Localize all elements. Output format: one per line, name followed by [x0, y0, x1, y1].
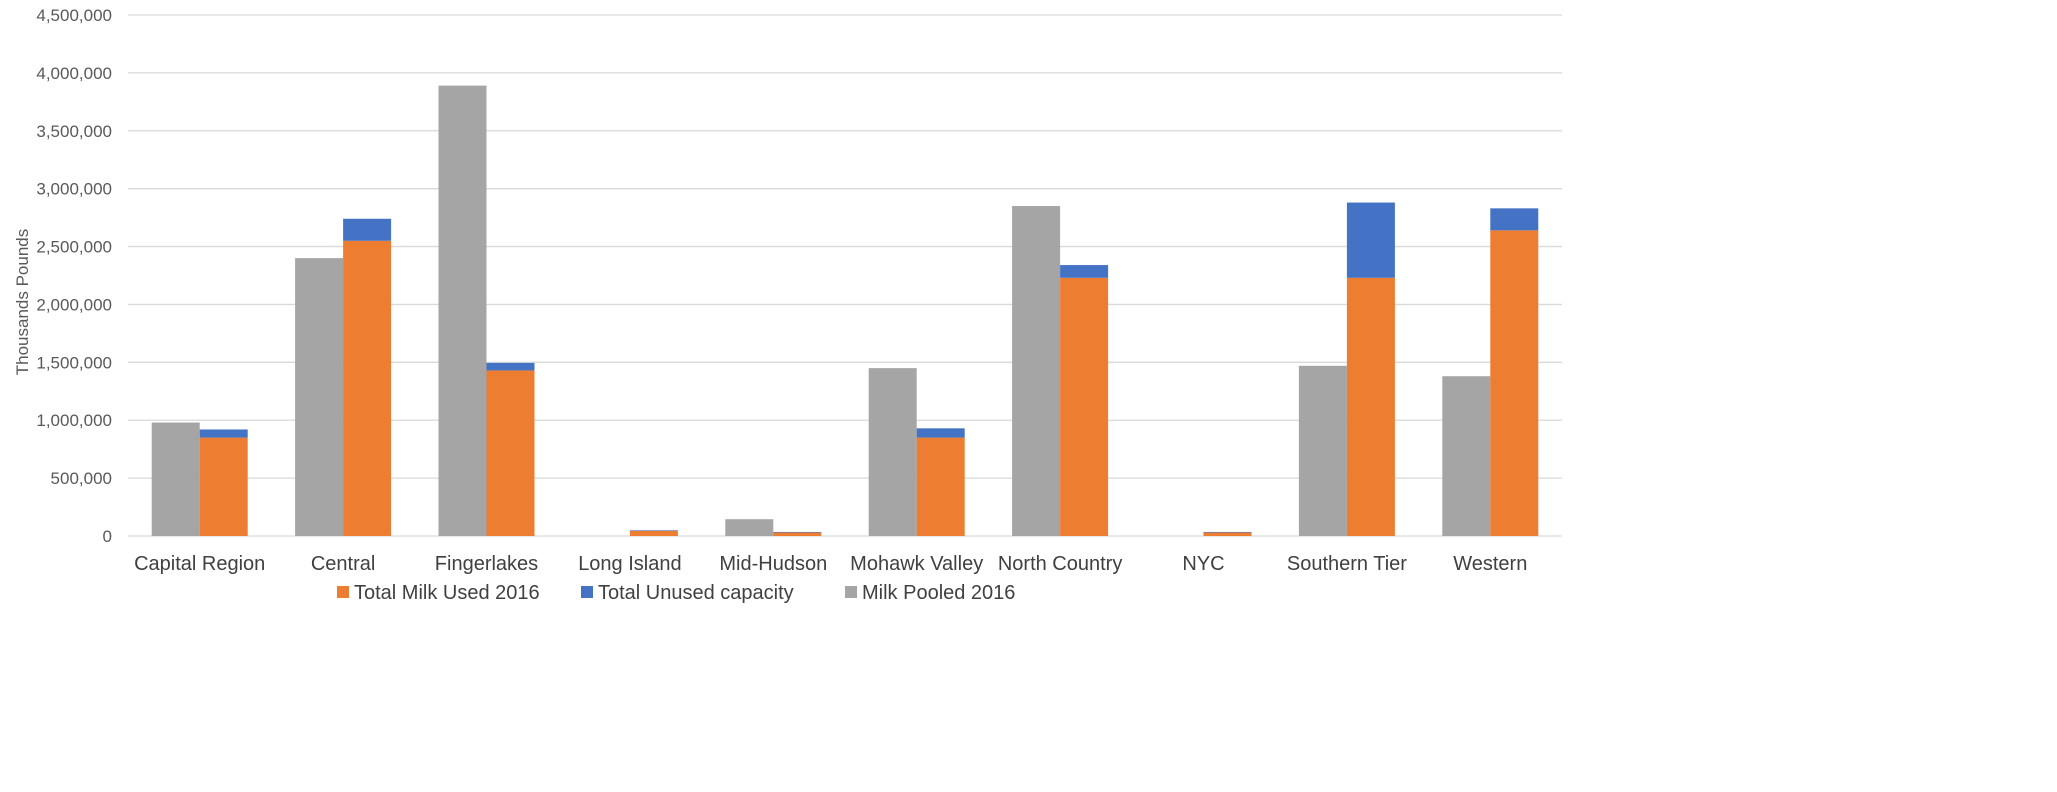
y-axis-title: Thousands Pounds: [13, 229, 32, 376]
bar-milk-used: [1490, 230, 1539, 536]
legend-swatch: [581, 586, 593, 598]
bar-milk-used: [1060, 277, 1109, 536]
y-tick-label: 4,000,000: [36, 64, 112, 83]
bar-unused-capacity: [629, 530, 678, 531]
category-label: Southern Tier: [1287, 553, 1407, 575]
bar-unused-capacity: [916, 428, 965, 438]
legend-label: Total Unused capacity: [598, 582, 794, 604]
bar-milk-used: [773, 532, 822, 536]
y-tick-label: 2,500,000: [36, 238, 112, 257]
bar-unused-capacity: [1346, 202, 1395, 278]
bars: [151, 85, 1539, 537]
bar-milk-used: [629, 530, 678, 536]
category-label: Capital Region: [134, 553, 265, 575]
category-label: Mohawk Valley: [850, 553, 983, 575]
bar-milk-pooled: [1442, 376, 1491, 536]
x-axis-categories: Capital Region Central Fingerlakes Long Isl…: [134, 553, 1527, 575]
category-label: Mid-Hudson: [719, 553, 827, 575]
bar-milk-pooled: [868, 368, 917, 536]
bar-unused-capacity: [343, 218, 392, 241]
bar-milk-used: [486, 370, 535, 536]
y-tick-label: 3,500,000: [36, 122, 112, 141]
y-tick-label: 1,500,000: [36, 353, 112, 372]
category-label: Fingerlakes: [435, 553, 538, 575]
bar-milk-pooled: [1298, 365, 1347, 536]
category-label: Western: [1453, 553, 1527, 575]
bar-unused-capacity: [1203, 531, 1252, 533]
y-tick-label: 2,000,000: [36, 295, 112, 314]
category-label: Long Island: [578, 553, 681, 575]
y-tick-label: 4,500,000: [36, 6, 112, 25]
bar-milk-pooled: [1012, 206, 1061, 537]
category-label: North Country: [998, 553, 1123, 575]
legend-swatch: [845, 586, 857, 598]
bar-milk-pooled: [725, 519, 774, 536]
y-tick-label: 0: [103, 527, 112, 546]
legend-label: Total Milk Used 2016: [354, 582, 540, 604]
category-label: Central: [311, 553, 375, 575]
legend-swatch: [337, 586, 349, 598]
bar-unused-capacity: [1060, 265, 1109, 278]
bar-unused-capacity: [199, 429, 248, 438]
y-tick-label: 500,000: [51, 469, 112, 488]
y-axis-ticks: 0 500,000 1,000,000 1,500,000 2,000,000 2,500…: [36, 6, 112, 546]
category-label: NYC: [1182, 553, 1224, 575]
legend-label: Milk Pooled 2016: [862, 582, 1015, 604]
bar-unused-capacity: [486, 362, 535, 371]
bar-milk-used: [199, 437, 248, 536]
bar-milk-pooled: [151, 422, 200, 536]
bar-unused-capacity: [773, 531, 822, 533]
bar-milk-used: [343, 240, 392, 536]
y-tick-label: 3,000,000: [36, 180, 112, 199]
bar-milk-used: [1346, 277, 1395, 536]
legend: Total Milk Used 2016 Total Unused capacit…: [337, 582, 1015, 604]
bar-milk-pooled: [438, 85, 487, 536]
y-tick-label: 1,000,000: [36, 411, 112, 430]
bar-milk-used: [1203, 532, 1252, 536]
bar-milk-pooled: [295, 258, 344, 536]
bar-unused-capacity: [1490, 208, 1539, 231]
bar-milk-used: [916, 437, 965, 536]
